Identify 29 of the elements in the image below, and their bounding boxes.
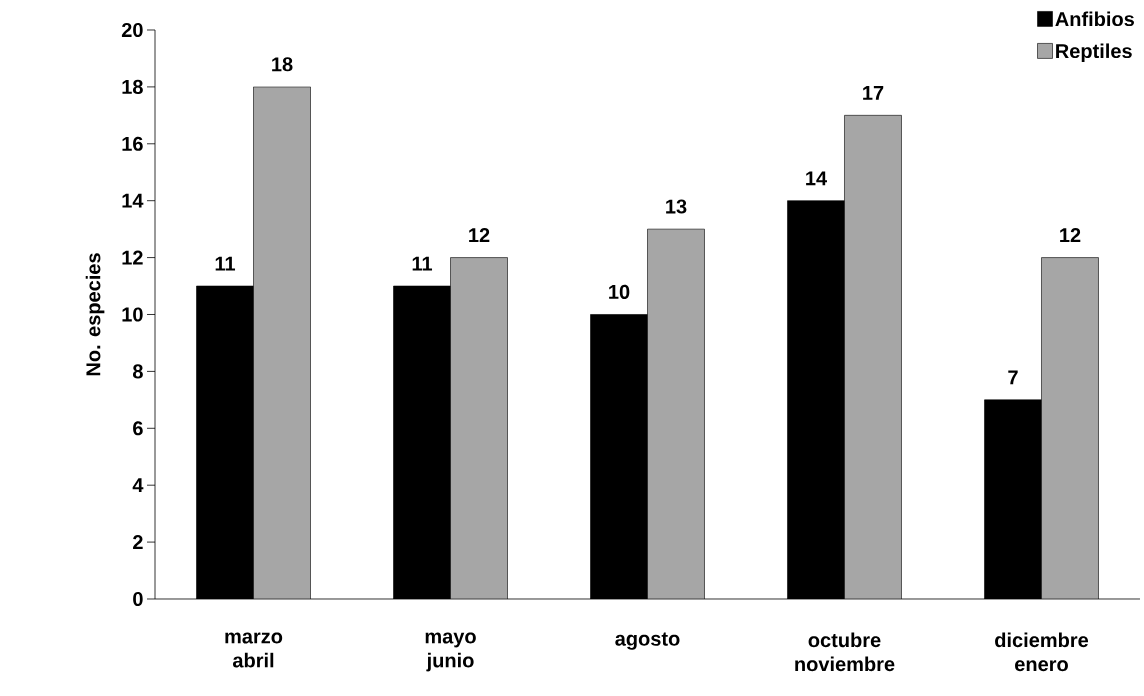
data-label: 18 (272, 57, 293, 72)
data-label: 7 (1008, 370, 1018, 385)
y-tick-label: 4 (132, 478, 144, 493)
y-tick-label: 14 (122, 193, 144, 208)
y-tick-label: 20 (121, 22, 143, 38)
y-tick-label: 16 (122, 136, 143, 151)
x-tick-label: mayo junio (425, 632, 476, 672)
x-tick-label: marzo abril (225, 632, 283, 668)
y-tick-label: 8 (132, 364, 143, 379)
data-label: 11 (412, 256, 433, 271)
data-label: 12 (1060, 228, 1081, 243)
y-tick-label: 12 (122, 250, 143, 265)
x-tick-label: octubre noviembre (795, 632, 895, 672)
y-tick-label: 6 (133, 421, 143, 436)
y-tick-label: 0 (133, 591, 143, 607)
data-label: 10 (609, 284, 630, 299)
data-label: 13 (666, 199, 687, 214)
data-label: 12 (469, 228, 490, 243)
y-axis-title: No. especies (85, 253, 105, 376)
data-label: 11 (215, 256, 236, 271)
data-label: 17 (863, 86, 884, 100)
x-tick-label: diciembre enero (995, 632, 1089, 672)
x-tick-label: agosto (615, 632, 680, 650)
y-tick-label: 2 (133, 535, 143, 550)
data-label: 14 (806, 171, 827, 186)
legend-label: Anfibios (1055, 11, 1134, 27)
legend-label: Reptiles (1056, 43, 1132, 63)
y-tick-label: 18 (122, 79, 143, 94)
y-tick-label: 10 (122, 307, 143, 322)
